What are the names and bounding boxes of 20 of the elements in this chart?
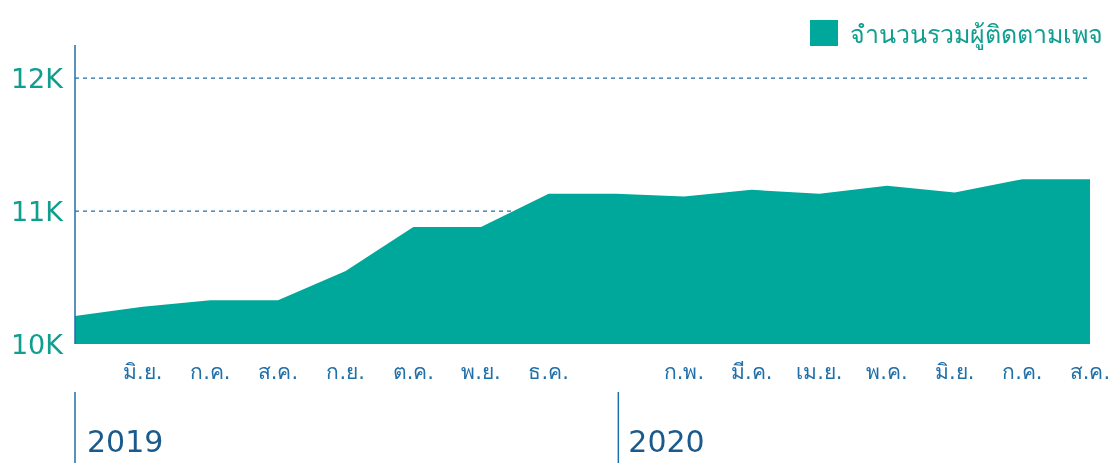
- text: 2019: [87, 424, 164, 459]
- x-tick-label: เม.ย.: [796, 360, 843, 384]
- x-tick-label: มิ.ย.: [122, 360, 163, 384]
- x-tick-label: พ.ย.: [461, 360, 501, 384]
- x-tick-label: ก.ย.: [326, 360, 365, 384]
- x-tick-label: ธ.ค.: [528, 360, 569, 384]
- x-tick-label: ส.ค.: [257, 360, 299, 384]
- y-tick-label: 11K: [10, 196, 65, 228]
- x-tick-label: ส.ค.: [1069, 360, 1111, 384]
- y-tick-label: 10K: [10, 329, 65, 360]
- x-tick-label: ก.พ.: [663, 360, 705, 384]
- legend-label: จำนวนรวมผู้ติดตามเพจ: [850, 20, 1103, 50]
- text: 2020: [628, 424, 705, 459]
- x-tick-label: มิ.ย.: [934, 360, 975, 384]
- x-tick-label: มี.ค.: [730, 360, 773, 384]
- x-tick-label: ต.ค.: [392, 360, 435, 384]
- x-tick-label: ก.ค.: [1002, 360, 1043, 384]
- x-tick-label: ก.ค.: [190, 360, 231, 384]
- x-tick-label: พ.ค.: [866, 360, 908, 384]
- y-tick-label: 12K: [10, 63, 65, 95]
